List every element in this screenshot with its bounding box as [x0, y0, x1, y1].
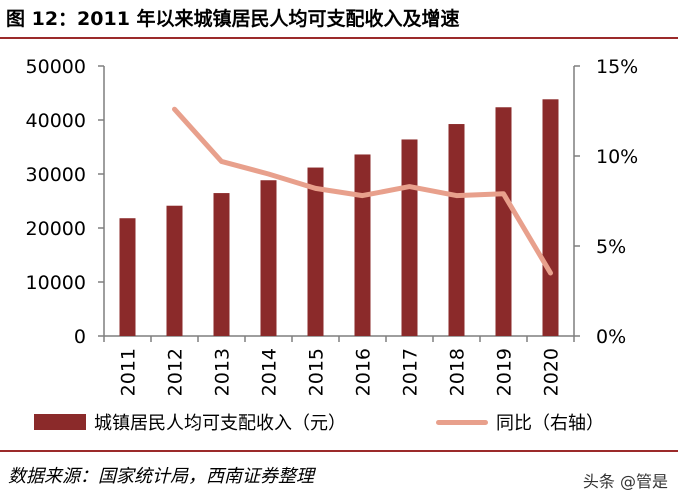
- legend-swatch-line: [436, 419, 488, 425]
- income-bar: [495, 107, 512, 336]
- x-axis-category-label: 2017: [400, 348, 422, 396]
- x-axis-category-label: 2015: [306, 348, 328, 396]
- x-axis-category-label: 2012: [165, 348, 187, 396]
- left-axis-tick-label: 30000: [26, 164, 86, 186]
- income-chart: 0 10000 20000 30000 40000 50000 0% 5% 10% 15% 2011…: [26, 56, 639, 396]
- x-axis-category-label: 2016: [353, 348, 375, 396]
- x-axis-category-label: 2013: [212, 348, 234, 396]
- income-bar: [119, 218, 136, 336]
- legend-item-yoy: 同比（右轴）: [436, 404, 604, 440]
- x-axis-category-label: 2019: [494, 348, 516, 396]
- legend-swatch-bar: [34, 414, 86, 430]
- income-bar: [542, 99, 559, 336]
- x-axis-category-label: 2011: [118, 348, 140, 396]
- chart-title: 图 12：2011 年以来城镇居民人均可支配收入及增速: [6, 8, 460, 30]
- left-axis-tick-label: 0: [74, 326, 86, 348]
- legend-item-income: 城镇居民人均可支配收入（元）: [34, 404, 346, 440]
- right-axis-tick-label: 5%: [596, 236, 626, 258]
- income-bar: [213, 193, 230, 336]
- x-axis-category-label: 2014: [259, 348, 281, 396]
- chart-legend: 城镇居民人均可支配收入（元） 同比（右轴）: [0, 404, 678, 440]
- income-bar: [448, 124, 465, 336]
- income-bar: [354, 154, 371, 336]
- left-axis-tick-label: 50000: [26, 56, 86, 78]
- income-bar: [401, 139, 418, 336]
- watermark: 头条 @管是: [582, 472, 668, 491]
- legend-label-yoy: 同比（右轴）: [496, 413, 604, 434]
- right-axis-tick-label: 0%: [596, 326, 626, 348]
- source-note: 数据来源：国家统计局，西南证券整理: [8, 466, 314, 487]
- x-axis-category-label: 2018: [447, 348, 469, 396]
- left-axis-tick-label: 20000: [26, 218, 86, 240]
- income-bar: [166, 205, 183, 336]
- left-axis-tick-label: 40000: [26, 110, 86, 132]
- x-axis-category-label: 2020: [541, 348, 563, 396]
- right-axis-tick-label: 15%: [596, 56, 638, 78]
- left-axis-tick-label: 10000: [26, 272, 86, 294]
- income-bar: [260, 180, 277, 336]
- title-divider: [0, 37, 678, 39]
- footer-divider: [0, 450, 678, 452]
- legend-label-income: 城镇居民人均可支配收入（元）: [94, 413, 346, 434]
- income-bar: [307, 167, 324, 336]
- right-axis-tick-label: 10%: [596, 146, 638, 168]
